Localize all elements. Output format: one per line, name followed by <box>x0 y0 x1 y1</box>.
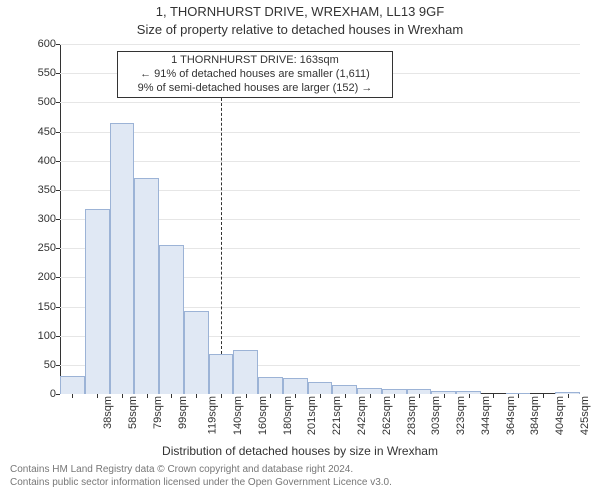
x-tick-label: 262sqm <box>375 396 393 435</box>
histogram-bar <box>134 178 159 394</box>
x-tick-mark <box>246 394 247 398</box>
footer-line1: Contains HM Land Registry data © Crown c… <box>10 464 590 477</box>
y-tick-label: 450 <box>38 126 60 138</box>
histogram-bar <box>85 209 110 395</box>
x-tick-mark <box>469 394 470 398</box>
histogram-bar <box>159 245 184 394</box>
y-tick-label: 600 <box>38 38 60 50</box>
chart-container: 1, THORNHURST DRIVE, WREXHAM, LL13 9GF S… <box>0 0 600 500</box>
x-tick-mark <box>97 394 98 398</box>
y-tick-label: 350 <box>38 184 60 196</box>
x-tick-label: 119sqm <box>201 396 219 434</box>
y-tick-label: 250 <box>38 242 60 254</box>
y-tick-label: 300 <box>38 213 60 225</box>
x-tick-mark <box>196 394 197 398</box>
histogram-bar <box>332 385 357 394</box>
histogram-bar <box>60 376 85 394</box>
x-tick-mark <box>295 394 296 398</box>
annotation-line-1: 1 THORNHURST DRIVE: 163sqm <box>122 54 388 68</box>
gridline <box>60 44 580 45</box>
histogram-bar <box>209 354 234 394</box>
x-tick-label: 242sqm <box>350 396 368 435</box>
x-tick-label: 160sqm <box>251 396 269 435</box>
y-tick-label: 200 <box>38 271 60 283</box>
x-tick-mark <box>171 394 172 398</box>
x-tick-label: 79sqm <box>146 396 164 429</box>
x-tick-label: 303sqm <box>424 396 442 435</box>
x-tick-mark <box>568 394 569 398</box>
x-tick-label: 364sqm <box>499 396 517 435</box>
x-tick-mark <box>370 394 371 398</box>
y-tick-label: 400 <box>38 155 60 167</box>
y-tick-label: 50 <box>44 359 60 371</box>
x-tick-label: 180sqm <box>276 396 294 435</box>
gridline <box>60 132 580 133</box>
footer-line2: Contains public sector information licen… <box>10 477 590 490</box>
x-tick-label: 404sqm <box>548 396 566 435</box>
x-tick-mark <box>444 394 445 398</box>
chart-title-line1: 1, THORNHURST DRIVE, WREXHAM, LL13 9GF <box>0 4 600 19</box>
plot-area: 05010015020025030035040045050055060038sq… <box>60 44 580 394</box>
x-tick-label: 221sqm <box>325 396 343 435</box>
x-tick-mark <box>543 394 544 398</box>
annotation-marker-line <box>221 98 222 354</box>
gridline <box>60 102 580 103</box>
histogram-bar <box>258 377 283 395</box>
histogram-bar <box>308 382 333 394</box>
x-tick-mark <box>419 394 420 398</box>
histogram-bar <box>233 350 258 394</box>
x-tick-mark <box>147 394 148 398</box>
x-tick-mark <box>320 394 321 398</box>
annotation-line-3: 9% of semi-detached houses are larger (1… <box>122 82 388 96</box>
y-tick-label: 0 <box>50 388 60 400</box>
x-tick-label: 323sqm <box>449 396 467 435</box>
x-axis-label: Distribution of detached houses by size … <box>0 444 600 458</box>
x-tick-label: 384sqm <box>523 396 541 435</box>
annotation-line-2: ← 91% of detached houses are smaller (1,… <box>122 68 388 82</box>
x-tick-mark <box>345 394 346 398</box>
x-tick-label: 201sqm <box>301 396 319 435</box>
x-tick-label: 140sqm <box>226 396 244 435</box>
gridline <box>60 161 580 162</box>
histogram-bar <box>110 123 135 394</box>
histogram-bar <box>184 311 209 394</box>
x-tick-mark <box>518 394 519 398</box>
x-tick-label: 99sqm <box>171 396 189 429</box>
x-tick-label: 425sqm <box>573 396 591 435</box>
x-tick-mark <box>221 394 222 398</box>
x-tick-label: 38sqm <box>96 396 114 429</box>
y-tick-label: 100 <box>38 330 60 342</box>
x-tick-mark <box>493 394 494 398</box>
x-tick-mark <box>72 394 73 398</box>
histogram-bar <box>283 378 308 394</box>
x-tick-mark <box>394 394 395 398</box>
x-tick-label: 283sqm <box>400 396 418 435</box>
y-tick-label: 550 <box>38 67 60 79</box>
footer-attribution: Contains HM Land Registry data © Crown c… <box>10 464 590 489</box>
x-tick-label: 344sqm <box>474 396 492 435</box>
y-tick-label: 150 <box>38 301 60 313</box>
x-tick-mark <box>270 394 271 398</box>
chart-title-line2: Size of property relative to detached ho… <box>0 22 600 37</box>
y-tick-label: 500 <box>38 96 60 108</box>
x-tick-label: 58sqm <box>121 396 139 429</box>
x-tick-mark <box>122 394 123 398</box>
annotation-box: 1 THORNHURST DRIVE: 163sqm← 91% of detac… <box>117 51 393 98</box>
